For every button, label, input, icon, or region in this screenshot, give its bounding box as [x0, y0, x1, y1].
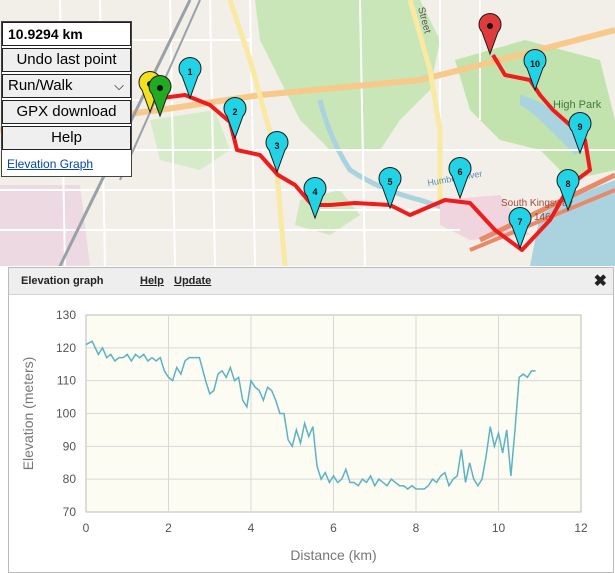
park-label: High Park	[553, 99, 602, 111]
marker-label: 1	[187, 67, 192, 77]
elevation-graph-link[interactable]: Elevation Graph	[7, 157, 94, 171]
y-tick-label: 80	[63, 472, 77, 486]
waypoint-marker-2[interactable]: 2	[223, 97, 247, 140]
close-icon[interactable]: ✖	[593, 273, 607, 290]
pond	[520, 95, 585, 155]
road-label: South Kingsway	[501, 198, 573, 209]
elevation-chart: 70 80 90 100 110 120 130 0 2 4 6 8 10 12 Distance (km)…	[20, 308, 588, 563]
y-tick-label: 120	[56, 341, 76, 355]
x-tick-label: 8	[413, 521, 420, 535]
route-markers: 1 2 3 4 5 6 7 8 9 10	[138, 13, 592, 250]
waypoint-marker-1[interactable]: 1	[178, 57, 202, 100]
commercial-area	[0, 185, 90, 266]
waypoint-marker-4[interactable]: 4	[303, 177, 327, 220]
y-tick-label: 110	[57, 374, 76, 388]
waypoint-marker-10[interactable]: 10	[523, 49, 547, 92]
x-tick-label: 2	[165, 521, 172, 535]
waypoint-marker-3[interactable]: 3	[265, 131, 289, 174]
update-link[interactable]: Update	[174, 275, 212, 287]
y-tick-label: 90	[63, 439, 77, 453]
x-tick-label: 12	[574, 521, 588, 535]
y-axis-label: Elevation (meters)	[20, 357, 36, 471]
marker-label: 9	[577, 122, 582, 132]
help-link[interactable]: Help	[140, 275, 164, 287]
elevation-window-header[interactable]: Elevation graph Help Update ✖	[9, 268, 613, 295]
marker-label: 6	[457, 167, 462, 177]
marker-label: 7	[517, 217, 522, 227]
arterial-road	[227, 0, 288, 266]
waypoint-marker-6[interactable]: 6	[448, 157, 472, 200]
x-tick-label: 10	[492, 521, 506, 535]
marker-label: 8	[565, 179, 570, 189]
elevation-window-title: Elevation graph	[21, 275, 104, 287]
marker-label: 10	[530, 59, 540, 69]
park-area	[255, 0, 440, 150]
highway	[478, 172, 615, 243]
road-label: 146	[534, 212, 551, 223]
mode-select[interactable]: Run/Walk ⌵	[2, 74, 131, 98]
start-marker[interactable]	[148, 75, 172, 118]
y-tick-label: 130	[56, 308, 76, 322]
y-tick-label: 70	[63, 505, 77, 519]
elevation-series-line	[85, 340, 536, 490]
x-axis-label: Distance (km)	[290, 547, 376, 563]
highway	[469, 188, 615, 252]
marker-label: 3	[274, 141, 279, 151]
control-panel: 10.9294 km Undo last point Run/Walk ⌵ GP…	[1, 21, 132, 177]
map-view[interactable]: Street High Park Humber River South King…	[0, 0, 615, 266]
x-tick-label: 6	[330, 521, 337, 535]
elevation-window: Elevation graph Help Update ✖ 70 80 90 100 1…	[8, 267, 614, 573]
park-area	[150, 110, 230, 170]
marker-label: 4	[312, 187, 317, 197]
arterial-road	[407, 0, 443, 200]
marker-label: 2	[232, 107, 237, 117]
x-tick-label: 4	[248, 521, 255, 535]
waypoint-marker-5[interactable]: 5	[378, 167, 402, 210]
gpx-download-button[interactable]: GPX download	[2, 100, 131, 124]
end-marker[interactable]	[478, 13, 502, 56]
undo-button[interactable]: Undo last point	[2, 48, 131, 72]
marker-label: 5	[387, 177, 392, 187]
lake-water	[530, 180, 615, 266]
help-button[interactable]: Help	[2, 126, 131, 150]
mode-select-value: Run/Walk	[8, 77, 73, 94]
chevron-down-icon: ⌵	[114, 78, 124, 93]
y-tick-label: 100	[56, 407, 76, 421]
waypoint-marker-7[interactable]: 7	[508, 207, 532, 250]
waypoint-marker-9[interactable]: 9	[568, 112, 592, 155]
distance-display: 10.9294 km	[2, 22, 131, 46]
map-canvas[interactable]: Street High Park Humber River South King…	[0, 0, 615, 266]
waypoint-marker-8[interactable]: 8	[556, 169, 580, 212]
route-line	[161, 53, 592, 252]
x-tick-label: 0	[83, 521, 90, 535]
